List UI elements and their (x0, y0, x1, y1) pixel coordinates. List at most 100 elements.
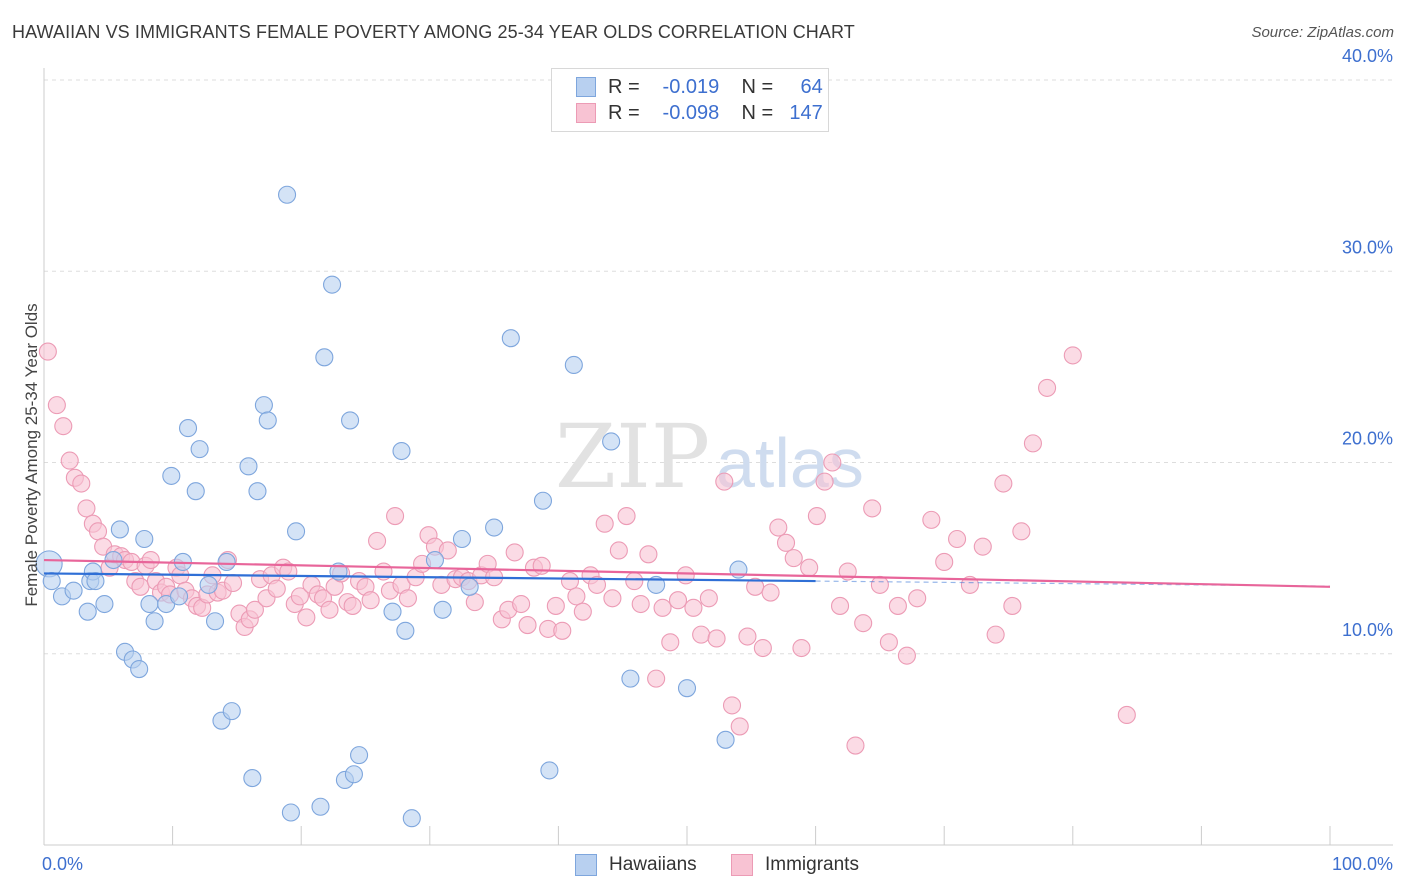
immigrants-n-value: 147 (789, 101, 823, 124)
hawaiians-point (205, 612, 225, 631)
legend-row-hawaiians: R = -0.019 N = 64 (576, 74, 823, 100)
hawaiians-point (344, 765, 363, 784)
immigrants-point (908, 589, 927, 608)
hawaiians-legend-label: Hawaiians (609, 854, 697, 875)
hawaiians-point (278, 185, 297, 204)
immigrants-point (707, 629, 726, 648)
immigrants-point (973, 537, 992, 556)
r-label: R = (608, 75, 640, 98)
hawaiians-point (186, 482, 205, 501)
immigrants-point (465, 593, 484, 612)
hawaiians-trend-extension (815, 580, 1331, 587)
immigrants-point (297, 608, 316, 627)
immigrants-point (722, 696, 742, 715)
immigrants-point (368, 531, 387, 550)
immigrants-point (343, 596, 362, 615)
immigrants-point (361, 591, 380, 610)
hawaiians-point (533, 491, 553, 510)
hawaiians-point (647, 575, 666, 594)
immigrants-point (505, 543, 524, 562)
immigrants-point (830, 596, 850, 615)
immigrants-legend-label: Immigrants (765, 854, 859, 875)
watermark-zip: ZIP (555, 405, 710, 508)
immigrants-point (267, 579, 286, 598)
hawaiians-point (621, 669, 640, 688)
hawaiians-point (602, 432, 621, 451)
immigrants-point (553, 621, 572, 640)
hawaiians-point (86, 572, 105, 591)
correlation-legend: R = -0.019 N = 64 R = -0.098 N = 147 (551, 68, 829, 132)
gridlines: 10.0% 20.0% 30.0% 40.0% (44, 46, 1393, 655)
immigrants-point (960, 575, 979, 594)
immigrants-point (546, 596, 565, 615)
immigrants-point (1012, 522, 1031, 541)
x-tick-label-min: 0.0% (42, 854, 83, 874)
hawaiians-point (460, 577, 479, 596)
immigrants-point (647, 669, 666, 688)
source-credit: Source: ZipAtlas.com (1251, 24, 1394, 41)
legend-row-immigrants: R = -0.098 N = 147 (576, 100, 823, 126)
n-label: N = (741, 101, 774, 124)
immigrants-point (653, 598, 672, 617)
hawaiians-point (452, 529, 472, 549)
immigrants-point (512, 594, 531, 614)
trend-lines (43, 558, 1331, 588)
hawaiians-point (501, 329, 520, 348)
y-tick-label: 30.0% (1342, 237, 1393, 257)
watermark: ZIP atlas (555, 405, 864, 508)
hawaiians-point (135, 529, 154, 549)
hawaiians-point (677, 679, 697, 698)
hawaiians-trend-line (43, 572, 816, 583)
hawaiians-point (540, 761, 559, 780)
immigrants-r-value: -0.098 (662, 101, 720, 124)
hawaiians-point (95, 594, 114, 614)
immigrants-point (888, 596, 907, 615)
immigrants-legend-swatch (731, 854, 753, 876)
immigrants-point (935, 552, 954, 572)
immigrants-point (1023, 434, 1042, 453)
immigrants-point (661, 633, 680, 652)
watermark-atlas: atlas (716, 424, 864, 502)
immigrants-point (792, 638, 811, 658)
hawaiians-point (217, 552, 236, 572)
bottom-legend-hawaiians: Hawaiians (575, 852, 697, 878)
immigrants-point (131, 577, 150, 596)
immigrants-point (753, 638, 772, 658)
hawaiians-point (130, 659, 149, 679)
hawaiians-point (110, 520, 129, 539)
immigrants-point (948, 529, 967, 549)
immigrants-point (863, 499, 882, 518)
immigrants-point (639, 545, 658, 564)
hawaiians-point (258, 411, 277, 430)
immigrants-point (879, 633, 898, 652)
immigrants-point (518, 616, 537, 635)
hawaiians-point (350, 746, 369, 765)
immigrants-point (897, 646, 916, 665)
hawaiians-point (323, 275, 342, 294)
hawaiians-point (104, 550, 123, 570)
hawaiians-point (162, 466, 181, 485)
immigrants-point (994, 474, 1013, 493)
immigrants-point (38, 342, 57, 361)
immigrants-point (668, 591, 688, 610)
y-axis-label: Female Poverty Among 25-34 Year Olds (22, 303, 41, 606)
hawaiians-swatch (576, 77, 596, 97)
hawaiians-legend-swatch (575, 854, 597, 876)
r-label: R = (608, 101, 640, 124)
hawaiians-point (254, 396, 273, 415)
hawaiians-point (396, 621, 415, 640)
hawaiians-point (433, 600, 452, 619)
hawaiians-r-value: -0.019 (662, 75, 720, 98)
hawaiians-point (178, 419, 198, 438)
hawaiians-point (64, 581, 83, 600)
hawaiians-point (140, 594, 159, 614)
hawaiians-point (425, 550, 444, 570)
immigrants-point (560, 572, 580, 591)
immigrants-point (807, 506, 826, 526)
immigrants-point (699, 589, 718, 608)
immigrants-point (60, 451, 79, 470)
immigrants-point (223, 573, 243, 593)
bottom-legend-immigrants: Immigrants (731, 852, 859, 878)
immigrants-point (595, 514, 614, 533)
hawaiians-point (311, 797, 330, 816)
